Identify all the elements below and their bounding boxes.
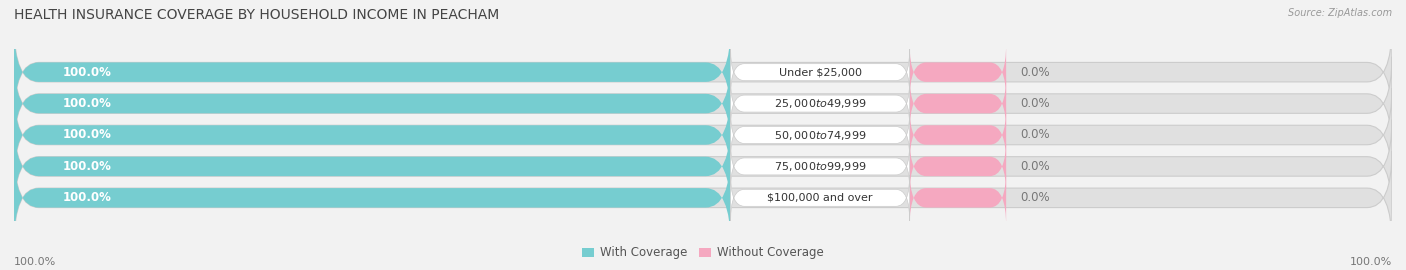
Text: $100,000 and over: $100,000 and over	[768, 193, 873, 203]
FancyBboxPatch shape	[14, 57, 1392, 150]
FancyBboxPatch shape	[731, 175, 910, 221]
FancyBboxPatch shape	[14, 120, 731, 213]
Text: 0.0%: 0.0%	[1019, 191, 1049, 204]
Text: $25,000 to $49,999: $25,000 to $49,999	[773, 97, 866, 110]
Text: 100.0%: 100.0%	[62, 129, 111, 141]
FancyBboxPatch shape	[14, 57, 731, 150]
Text: 0.0%: 0.0%	[1019, 129, 1049, 141]
Text: $50,000 to $74,999: $50,000 to $74,999	[773, 129, 866, 141]
Text: 0.0%: 0.0%	[1019, 97, 1049, 110]
FancyBboxPatch shape	[14, 88, 1392, 182]
Text: 100.0%: 100.0%	[62, 160, 111, 173]
FancyBboxPatch shape	[14, 120, 1392, 213]
Text: 0.0%: 0.0%	[1019, 66, 1049, 79]
Legend: With Coverage, Without Coverage: With Coverage, Without Coverage	[578, 241, 828, 264]
FancyBboxPatch shape	[910, 76, 1007, 131]
Text: Under $25,000: Under $25,000	[779, 67, 862, 77]
FancyBboxPatch shape	[14, 151, 731, 245]
Text: 100.0%: 100.0%	[62, 97, 111, 110]
Text: $75,000 to $99,999: $75,000 to $99,999	[773, 160, 866, 173]
FancyBboxPatch shape	[14, 151, 1392, 245]
FancyBboxPatch shape	[731, 112, 910, 158]
FancyBboxPatch shape	[14, 88, 731, 182]
Text: 100.0%: 100.0%	[14, 257, 56, 267]
FancyBboxPatch shape	[910, 139, 1007, 194]
FancyBboxPatch shape	[731, 81, 910, 127]
FancyBboxPatch shape	[731, 143, 910, 189]
Text: Source: ZipAtlas.com: Source: ZipAtlas.com	[1288, 8, 1392, 18]
FancyBboxPatch shape	[14, 25, 731, 119]
FancyBboxPatch shape	[910, 107, 1007, 163]
Text: 100.0%: 100.0%	[62, 66, 111, 79]
FancyBboxPatch shape	[910, 44, 1007, 100]
Text: 100.0%: 100.0%	[62, 191, 111, 204]
Text: 100.0%: 100.0%	[1350, 257, 1392, 267]
FancyBboxPatch shape	[14, 25, 1392, 119]
Text: HEALTH INSURANCE COVERAGE BY HOUSEHOLD INCOME IN PEACHAM: HEALTH INSURANCE COVERAGE BY HOUSEHOLD I…	[14, 8, 499, 22]
FancyBboxPatch shape	[731, 49, 910, 95]
Text: 0.0%: 0.0%	[1019, 160, 1049, 173]
FancyBboxPatch shape	[910, 170, 1007, 226]
